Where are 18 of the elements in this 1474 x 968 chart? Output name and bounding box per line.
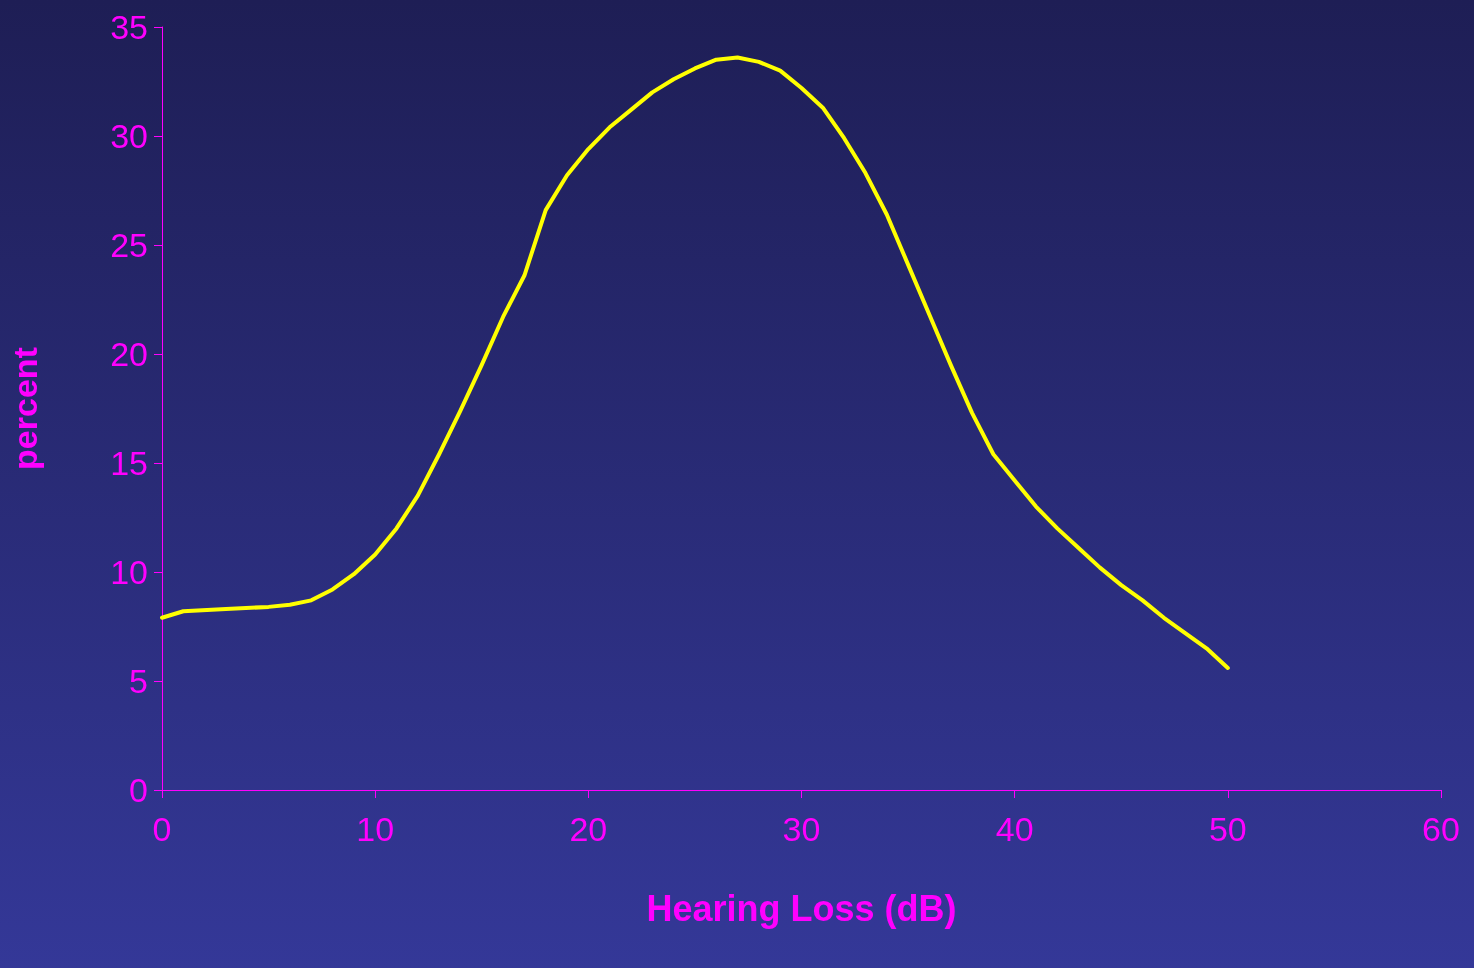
x-tick-label: 0 xyxy=(152,810,172,848)
line-series xyxy=(160,55,1230,670)
y-axis-title: percent xyxy=(6,347,44,470)
x-axis-title: Hearing Loss (dB) xyxy=(646,887,957,929)
y-tick-label: 0 xyxy=(129,771,148,809)
y-tick-label: 5 xyxy=(129,662,148,700)
x-tick-label: 30 xyxy=(782,810,821,848)
y-tick-label: 30 xyxy=(110,117,148,155)
x-tick-label: 10 xyxy=(356,810,395,848)
y-tick-label: 10 xyxy=(110,553,148,591)
x-tick-label: 40 xyxy=(995,810,1034,848)
x-tick-label: 60 xyxy=(1422,810,1460,848)
x-tick-label: 20 xyxy=(569,810,608,848)
y-tick-label: 35 xyxy=(110,8,148,46)
x-tick-label: 50 xyxy=(1208,810,1247,848)
y-tick-label: 25 xyxy=(110,226,148,264)
y-tick-label: 15 xyxy=(110,444,148,482)
y-tick-label: 20 xyxy=(110,335,148,373)
